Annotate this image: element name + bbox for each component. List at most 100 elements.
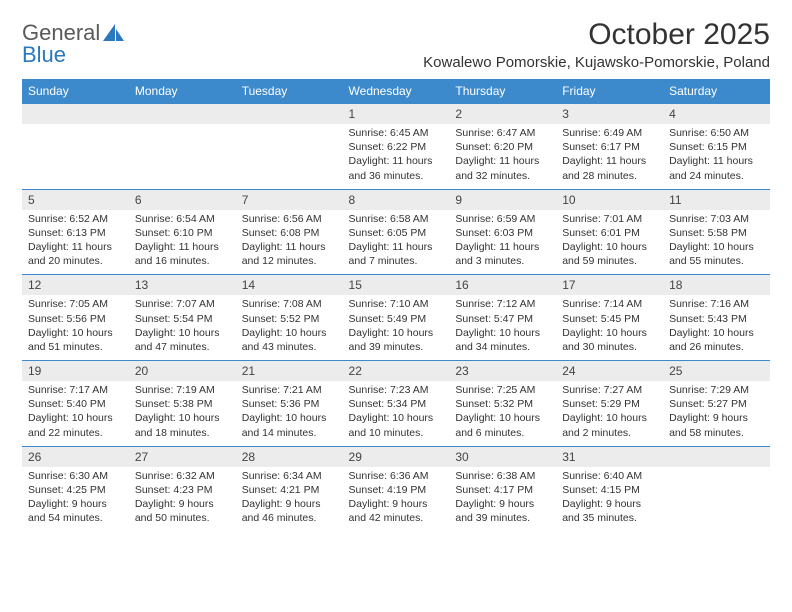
daylight-line: Daylight: 11 hours and 36 minutes. <box>349 154 444 182</box>
sunrise-line: Sunrise: 7:05 AM <box>28 297 123 311</box>
sunset-line: Sunset: 6:20 PM <box>455 140 550 154</box>
daylight-line: Daylight: 10 hours and 43 minutes. <box>242 326 337 354</box>
sunrise-line: Sunrise: 7:03 AM <box>669 212 764 226</box>
sunrise-line: Sunrise: 6:49 AM <box>562 126 657 140</box>
sunrise-line: Sunrise: 7:23 AM <box>349 383 444 397</box>
sunrise-line: Sunrise: 7:01 AM <box>562 212 657 226</box>
sunset-line: Sunset: 6:17 PM <box>562 140 657 154</box>
daylight-line: Daylight: 10 hours and 18 minutes. <box>135 411 230 439</box>
daylight-line: Daylight: 9 hours and 42 minutes. <box>349 497 444 525</box>
sunset-line: Sunset: 6:13 PM <box>28 226 123 240</box>
day-detail-cell <box>236 124 343 189</box>
day-detail-cell: Sunrise: 7:10 AMSunset: 5:49 PMDaylight:… <box>343 295 450 360</box>
daylight-line: Daylight: 10 hours and 55 minutes. <box>669 240 764 268</box>
day-detail-cell: Sunrise: 7:12 AMSunset: 5:47 PMDaylight:… <box>449 295 556 360</box>
day-number-cell: 5 <box>22 189 129 210</box>
sunset-line: Sunset: 5:43 PM <box>669 312 764 326</box>
day-number-cell: 13 <box>129 275 236 296</box>
day-detail-cell: Sunrise: 7:08 AMSunset: 5:52 PMDaylight:… <box>236 295 343 360</box>
day-detail-cell: Sunrise: 7:14 AMSunset: 5:45 PMDaylight:… <box>556 295 663 360</box>
day-number-row: 262728293031 <box>22 446 770 467</box>
day-detail-cell: Sunrise: 6:47 AMSunset: 6:20 PMDaylight:… <box>449 124 556 189</box>
sunrise-line: Sunrise: 7:29 AM <box>669 383 764 397</box>
title-block: October 2025 Kowalewo Pomorskie, Kujawsk… <box>423 18 770 71</box>
day-number-cell: 28 <box>236 446 343 467</box>
header: General Blue October 2025 Kowalewo Pomor… <box>22 18 770 71</box>
daylight-line: Daylight: 11 hours and 32 minutes. <box>455 154 550 182</box>
daylight-line: Daylight: 11 hours and 3 minutes. <box>455 240 550 268</box>
month-title: October 2025 <box>423 18 770 52</box>
sunrise-line: Sunrise: 7:27 AM <box>562 383 657 397</box>
sunset-line: Sunset: 6:01 PM <box>562 226 657 240</box>
day-detail-cell: Sunrise: 6:58 AMSunset: 6:05 PMDaylight:… <box>343 210 450 275</box>
day-detail-cell: Sunrise: 7:21 AMSunset: 5:36 PMDaylight:… <box>236 381 343 446</box>
sunrise-line: Sunrise: 7:10 AM <box>349 297 444 311</box>
day-detail-cell: Sunrise: 6:59 AMSunset: 6:03 PMDaylight:… <box>449 210 556 275</box>
sunset-line: Sunset: 6:10 PM <box>135 226 230 240</box>
day-detail-cell <box>663 467 770 532</box>
day-detail-cell: Sunrise: 6:36 AMSunset: 4:19 PMDaylight:… <box>343 467 450 532</box>
weekday-header-row: SundayMondayTuesdayWednesdayThursdayFrid… <box>22 79 770 104</box>
weekday-header: Saturday <box>663 79 770 104</box>
daylight-line: Daylight: 9 hours and 54 minutes. <box>28 497 123 525</box>
day-detail-cell: Sunrise: 6:40 AMSunset: 4:15 PMDaylight:… <box>556 467 663 532</box>
daylight-line: Daylight: 10 hours and 22 minutes. <box>28 411 123 439</box>
daylight-line: Daylight: 10 hours and 51 minutes. <box>28 326 123 354</box>
day-number-cell: 15 <box>343 275 450 296</box>
sunset-line: Sunset: 5:58 PM <box>669 226 764 240</box>
sunset-line: Sunset: 5:38 PM <box>135 397 230 411</box>
sunrise-line: Sunrise: 7:14 AM <box>562 297 657 311</box>
sunset-line: Sunset: 5:40 PM <box>28 397 123 411</box>
day-number-cell <box>236 104 343 125</box>
daylight-line: Daylight: 10 hours and 34 minutes. <box>455 326 550 354</box>
day-number-cell: 2 <box>449 104 556 125</box>
day-number-cell: 12 <box>22 275 129 296</box>
sunset-line: Sunset: 6:05 PM <box>349 226 444 240</box>
sunrise-line: Sunrise: 6:50 AM <box>669 126 764 140</box>
daylight-line: Daylight: 11 hours and 7 minutes. <box>349 240 444 268</box>
day-number-row: 1234 <box>22 104 770 125</box>
day-detail-cell: Sunrise: 6:38 AMSunset: 4:17 PMDaylight:… <box>449 467 556 532</box>
sunset-line: Sunset: 5:32 PM <box>455 397 550 411</box>
daylight-line: Daylight: 10 hours and 14 minutes. <box>242 411 337 439</box>
day-detail-cell: Sunrise: 7:16 AMSunset: 5:43 PMDaylight:… <box>663 295 770 360</box>
day-number-cell: 25 <box>663 361 770 382</box>
day-detail-row: Sunrise: 6:52 AMSunset: 6:13 PMDaylight:… <box>22 210 770 275</box>
day-detail-cell: Sunrise: 6:56 AMSunset: 6:08 PMDaylight:… <box>236 210 343 275</box>
sunrise-line: Sunrise: 7:08 AM <box>242 297 337 311</box>
sunrise-line: Sunrise: 6:32 AM <box>135 469 230 483</box>
sunrise-line: Sunrise: 6:59 AM <box>455 212 550 226</box>
daylight-line: Daylight: 10 hours and 26 minutes. <box>669 326 764 354</box>
sunset-line: Sunset: 5:56 PM <box>28 312 123 326</box>
day-detail-cell: Sunrise: 7:23 AMSunset: 5:34 PMDaylight:… <box>343 381 450 446</box>
sunrise-line: Sunrise: 7:19 AM <box>135 383 230 397</box>
daylight-line: Daylight: 10 hours and 2 minutes. <box>562 411 657 439</box>
sunset-line: Sunset: 5:29 PM <box>562 397 657 411</box>
calendar-body: 1234Sunrise: 6:45 AMSunset: 6:22 PMDayli… <box>22 104 770 532</box>
day-detail-cell: Sunrise: 7:17 AMSunset: 5:40 PMDaylight:… <box>22 381 129 446</box>
weekday-header: Tuesday <box>236 79 343 104</box>
daylight-line: Daylight: 11 hours and 16 minutes. <box>135 240 230 268</box>
weekday-header: Wednesday <box>343 79 450 104</box>
day-number-cell: 11 <box>663 189 770 210</box>
day-number-cell: 1 <box>343 104 450 125</box>
day-detail-row: Sunrise: 7:05 AMSunset: 5:56 PMDaylight:… <box>22 295 770 360</box>
day-detail-cell: Sunrise: 6:45 AMSunset: 6:22 PMDaylight:… <box>343 124 450 189</box>
day-detail-cell: Sunrise: 6:54 AMSunset: 6:10 PMDaylight:… <box>129 210 236 275</box>
day-detail-cell: Sunrise: 6:32 AMSunset: 4:23 PMDaylight:… <box>129 467 236 532</box>
day-detail-row: Sunrise: 6:30 AMSunset: 4:25 PMDaylight:… <box>22 467 770 532</box>
daylight-line: Daylight: 10 hours and 47 minutes. <box>135 326 230 354</box>
sunset-line: Sunset: 5:47 PM <box>455 312 550 326</box>
daylight-line: Daylight: 10 hours and 59 minutes. <box>562 240 657 268</box>
day-number-row: 19202122232425 <box>22 361 770 382</box>
daylight-line: Daylight: 10 hours and 39 minutes. <box>349 326 444 354</box>
sunrise-line: Sunrise: 7:21 AM <box>242 383 337 397</box>
day-detail-cell: Sunrise: 7:29 AMSunset: 5:27 PMDaylight:… <box>663 381 770 446</box>
sunset-line: Sunset: 4:19 PM <box>349 483 444 497</box>
day-detail-cell: Sunrise: 7:25 AMSunset: 5:32 PMDaylight:… <box>449 381 556 446</box>
sunrise-line: Sunrise: 6:58 AM <box>349 212 444 226</box>
sunset-line: Sunset: 4:23 PM <box>135 483 230 497</box>
sunrise-line: Sunrise: 6:30 AM <box>28 469 123 483</box>
sunset-line: Sunset: 6:15 PM <box>669 140 764 154</box>
day-detail-cell <box>129 124 236 189</box>
